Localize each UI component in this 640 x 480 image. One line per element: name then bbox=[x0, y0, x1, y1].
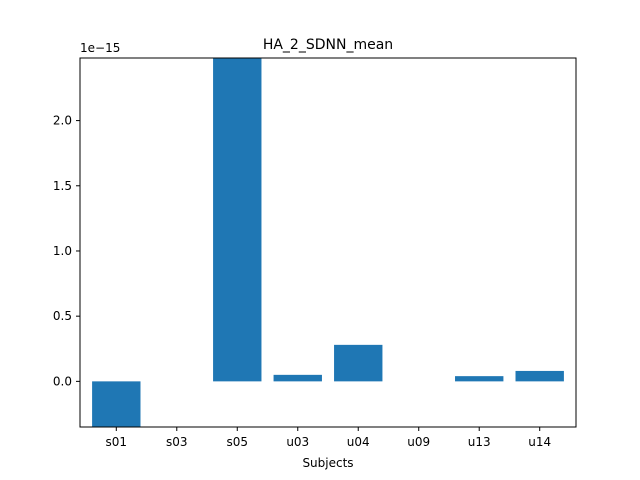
bar-u03 bbox=[273, 374, 322, 382]
bar-u13 bbox=[455, 376, 504, 382]
x-tick-label: u13 bbox=[468, 435, 491, 449]
bars-group bbox=[92, 58, 564, 427]
y-tick-label: 0.5 bbox=[53, 309, 72, 323]
x-tick-label: s05 bbox=[227, 435, 249, 449]
chart-title: HA_2_SDNN_mean bbox=[263, 37, 393, 53]
bar-s01 bbox=[92, 381, 141, 427]
y-tick-label: 1.0 bbox=[53, 244, 72, 258]
y-scale-label: 1e−15 bbox=[80, 41, 120, 55]
x-ticks-group: s01 s03 s05 u03 u04 u09 u13 u14 bbox=[106, 427, 551, 449]
bar-u14 bbox=[515, 370, 564, 382]
x-tick-label: u04 bbox=[347, 435, 370, 449]
bar-u04 bbox=[334, 344, 383, 382]
y-tick-label: 2.0 bbox=[53, 114, 72, 128]
y-tick-label: 0.0 bbox=[53, 374, 72, 388]
x-tick-label: u14 bbox=[528, 435, 551, 449]
x-tick-label: u09 bbox=[407, 435, 430, 449]
x-tick-label: s03 bbox=[166, 435, 188, 449]
y-ticks-group: 0.0 0.5 1.0 1.5 2.0 bbox=[53, 114, 80, 388]
x-axis-label: Subjects bbox=[302, 456, 353, 470]
y-tick-label: 1.5 bbox=[53, 179, 72, 193]
x-tick-label: s01 bbox=[106, 435, 128, 449]
plot-frame bbox=[79, 57, 577, 428]
x-tick-label: u03 bbox=[286, 435, 309, 449]
bar-s05 bbox=[213, 58, 262, 382]
